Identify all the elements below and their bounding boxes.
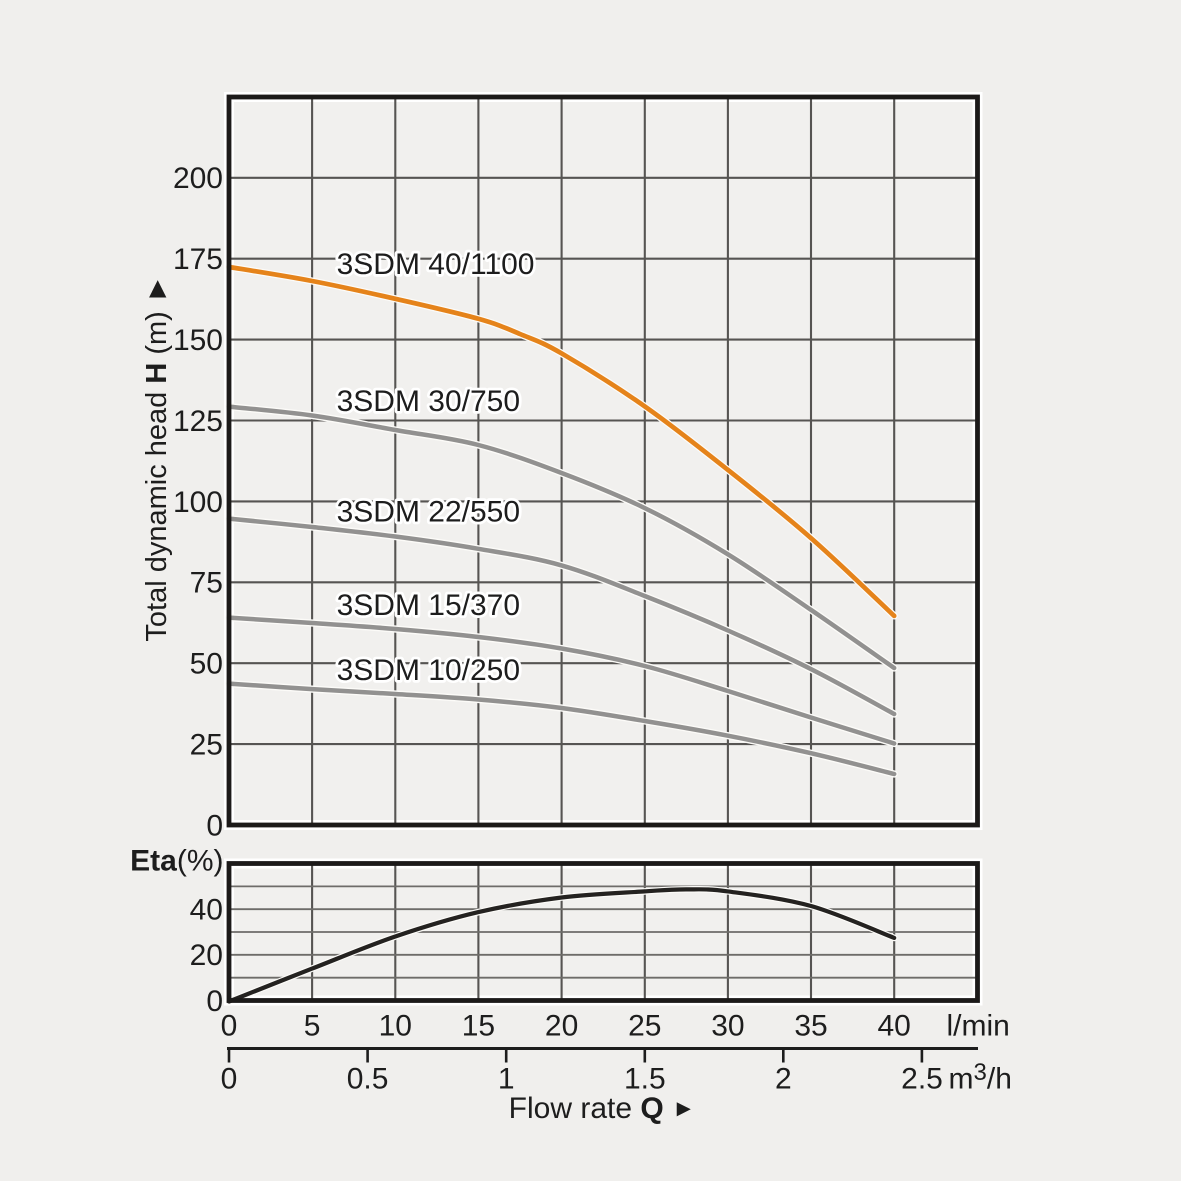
svg-text:3SDM 40/1100: 3SDM 40/1100 [337, 248, 535, 281]
svg-text:0: 0 [206, 809, 223, 842]
svg-text:Eta(%): Eta(%) [130, 845, 223, 878]
svg-text:3SDM 30/750: 3SDM 30/750 [337, 385, 520, 418]
svg-text:m3/h: m3/h [949, 1059, 1012, 1096]
svg-text:15: 15 [462, 1009, 495, 1042]
svg-text:0: 0 [221, 1009, 238, 1042]
svg-text:75: 75 [190, 567, 223, 600]
svg-text:0: 0 [206, 985, 223, 1018]
svg-text:35: 35 [794, 1009, 827, 1042]
svg-text:25: 25 [628, 1009, 661, 1042]
svg-text:50: 50 [190, 648, 223, 681]
svg-text:2: 2 [775, 1062, 792, 1095]
svg-text:0: 0 [221, 1062, 238, 1095]
svg-text:30: 30 [711, 1009, 744, 1042]
svg-text:5: 5 [304, 1009, 321, 1042]
svg-text:40: 40 [878, 1009, 911, 1042]
svg-text:1: 1 [498, 1062, 515, 1095]
svg-text:Total dynamic head H (m) ►: Total dynamic head H (m) ► [141, 274, 173, 641]
svg-text:Flow rate Q ►: Flow rate Q ► [509, 1092, 696, 1125]
svg-text:40: 40 [190, 894, 223, 927]
svg-text:l/min: l/min [947, 1009, 1010, 1042]
svg-text:20: 20 [545, 1009, 578, 1042]
svg-text:175: 175 [173, 243, 223, 276]
svg-text:0.5: 0.5 [347, 1062, 389, 1095]
svg-text:20: 20 [190, 939, 223, 972]
svg-text:3SDM 15/370: 3SDM 15/370 [337, 589, 520, 622]
svg-text:3SDM 22/550: 3SDM 22/550 [337, 496, 520, 529]
svg-text:100: 100 [173, 486, 223, 519]
svg-text:125: 125 [173, 405, 223, 438]
svg-text:3SDM 10/250: 3SDM 10/250 [337, 654, 520, 687]
svg-text:150: 150 [173, 324, 223, 357]
svg-text:1.5: 1.5 [624, 1062, 666, 1095]
svg-text:10: 10 [379, 1009, 412, 1042]
svg-text:200: 200 [173, 162, 223, 195]
svg-text:2.5: 2.5 [901, 1062, 943, 1095]
svg-text:25: 25 [190, 729, 223, 762]
